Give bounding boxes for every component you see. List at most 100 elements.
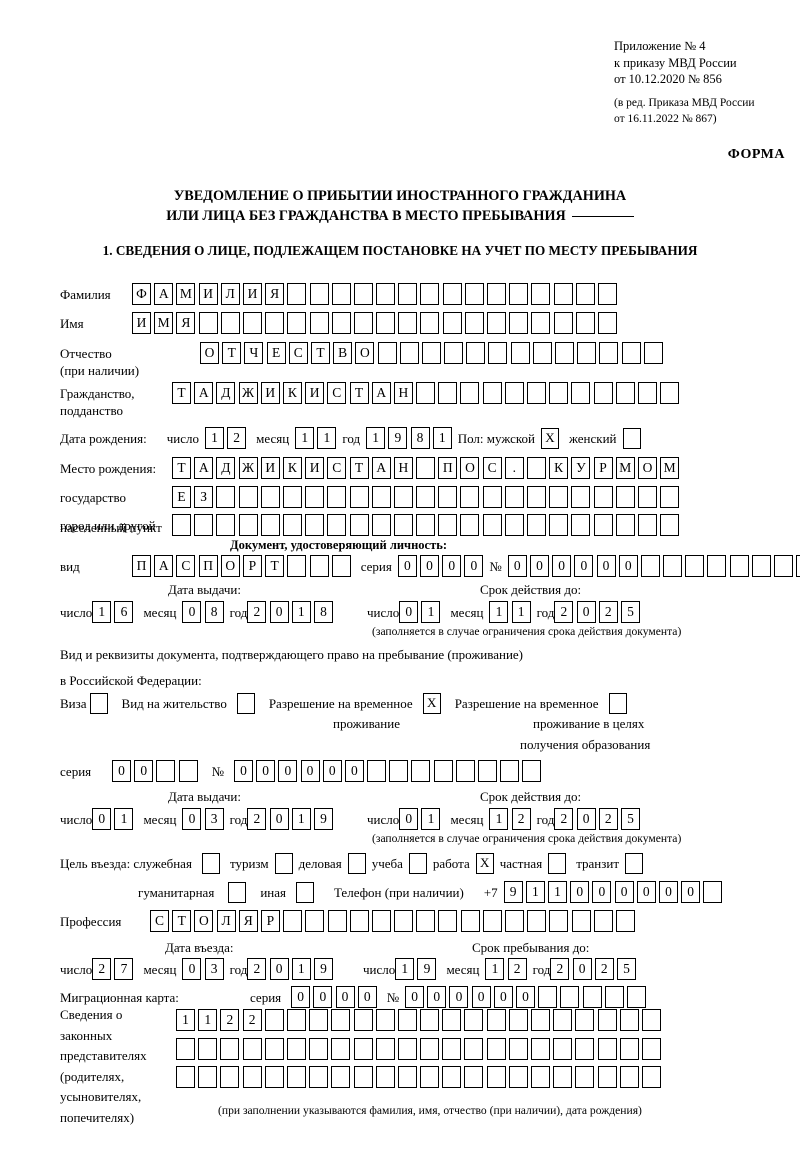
char-box[interactable]: 0	[335, 986, 355, 1008]
char-box[interactable]	[238, 514, 258, 536]
char-box[interactable]	[505, 910, 524, 932]
char-box[interactable]	[331, 1009, 351, 1031]
residence-permit-checkbox[interactable]	[236, 693, 255, 714]
char-box[interactable]: 0	[442, 555, 462, 577]
char-box[interactable]	[509, 283, 529, 305]
char-box[interactable]	[327, 514, 347, 536]
char-box[interactable]	[242, 312, 262, 334]
char-box[interactable]	[287, 283, 307, 305]
char-box[interactable]: К	[282, 382, 302, 404]
char-box[interactable]: Н	[393, 382, 413, 404]
char-box[interactable]: 0	[182, 808, 202, 830]
char-box[interactable]: 2	[92, 958, 112, 980]
char-box[interactable]: 0	[300, 760, 320, 782]
char-box[interactable]	[433, 760, 453, 782]
char-box[interactable]	[531, 1038, 550, 1060]
char-box[interactable]: З	[194, 486, 214, 508]
char-box[interactable]	[397, 1009, 417, 1031]
char-box[interactable]	[393, 486, 413, 508]
char-box[interactable]	[504, 514, 524, 536]
char-box[interactable]: 2	[242, 1009, 262, 1031]
char-box[interactable]: 2	[227, 427, 247, 449]
char-box[interactable]: 0	[618, 555, 638, 577]
char-box[interactable]	[353, 1009, 373, 1031]
char-box[interactable]: 1	[198, 1009, 218, 1031]
char-box[interactable]: 2	[247, 808, 267, 830]
char-box[interactable]: У	[571, 457, 591, 479]
char-box[interactable]: 0	[427, 986, 447, 1008]
char-box[interactable]: 2	[594, 958, 614, 980]
char-box[interactable]	[487, 283, 506, 305]
char-box[interactable]	[375, 1009, 395, 1031]
char-box[interactable]	[508, 1066, 528, 1088]
char-box[interactable]	[216, 514, 236, 536]
char-box[interactable]	[287, 312, 307, 334]
char-box[interactable]	[220, 1066, 240, 1088]
purpose-option-other[interactable]	[295, 881, 314, 903]
char-box[interactable]	[626, 986, 646, 1008]
char-box[interactable]: 0	[596, 555, 616, 577]
char-box[interactable]	[637, 514, 657, 536]
char-box[interactable]: 0	[636, 881, 656, 903]
purpose-option-chastnaya[interactable]	[548, 853, 567, 874]
char-box[interactable]: 0	[570, 881, 590, 903]
char-box[interactable]: Р	[242, 555, 262, 577]
char-box[interactable]: О	[220, 555, 240, 577]
char-box[interactable]	[353, 283, 373, 305]
char-box[interactable]: 0	[397, 555, 417, 577]
char-box[interactable]: С	[482, 457, 502, 479]
char-box[interactable]	[593, 514, 613, 536]
char-box[interactable]	[619, 1009, 639, 1031]
char-box[interactable]	[464, 1009, 484, 1031]
char-box[interactable]	[571, 910, 591, 932]
char-box[interactable]: Т	[222, 342, 242, 364]
char-box[interactable]: 0	[182, 601, 202, 623]
char-box[interactable]	[399, 342, 419, 364]
char-box[interactable]: Л	[220, 283, 240, 305]
char-box[interactable]	[508, 1009, 528, 1031]
char-box[interactable]: 9	[313, 958, 333, 980]
char-box[interactable]: 6	[114, 601, 134, 623]
char-box[interactable]: Е	[172, 486, 191, 508]
char-box[interactable]	[305, 486, 325, 508]
char-box[interactable]	[327, 910, 347, 932]
visa-checkbox[interactable]	[89, 693, 108, 714]
char-box[interactable]: 1	[176, 1009, 195, 1031]
char-box[interactable]	[549, 910, 569, 932]
char-box[interactable]: С	[150, 910, 169, 932]
char-box[interactable]: 0	[269, 601, 289, 623]
char-box[interactable]	[527, 457, 546, 479]
char-box[interactable]	[416, 486, 436, 508]
char-box[interactable]	[438, 486, 458, 508]
char-box[interactable]	[327, 486, 347, 508]
char-box[interactable]	[527, 486, 546, 508]
char-box[interactable]	[286, 1038, 306, 1060]
char-box[interactable]: 8	[313, 601, 333, 623]
char-box[interactable]: 1	[485, 958, 505, 980]
char-box[interactable]: П	[198, 555, 218, 577]
char-box[interactable]	[242, 1038, 262, 1060]
char-box[interactable]	[309, 1009, 329, 1031]
char-box[interactable]	[575, 1038, 595, 1060]
char-box[interactable]	[641, 1009, 661, 1031]
char-box[interactable]: 2	[598, 601, 618, 623]
char-box[interactable]	[571, 486, 591, 508]
char-box[interactable]	[464, 1038, 484, 1060]
char-box[interactable]: А	[154, 555, 174, 577]
char-box[interactable]: К	[549, 457, 569, 479]
purpose-option-tranzit[interactable]	[625, 853, 644, 874]
char-box[interactable]	[286, 1066, 306, 1088]
char-box[interactable]: С	[176, 555, 196, 577]
